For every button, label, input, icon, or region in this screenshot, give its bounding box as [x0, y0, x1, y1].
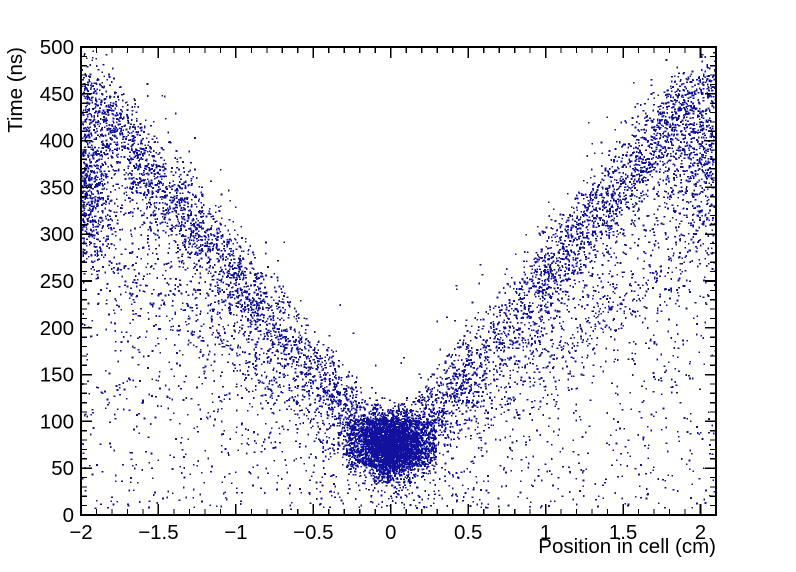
x-tick-label: 0.5 [454, 521, 483, 544]
x-tick-label: 1 [540, 521, 551, 544]
scatter-points [81, 49, 718, 511]
y-tick-label: 400 [40, 130, 74, 153]
x-axis-title: Position in cell (cm) [538, 535, 716, 558]
y-tick-label: 50 [51, 457, 74, 480]
y-tick-label: 100 [40, 410, 74, 433]
y-tick-label: 250 [40, 270, 74, 293]
y-axis-title: Time (ns) [4, 47, 27, 133]
y-tick-label: 450 [40, 83, 74, 106]
scatter-points-layer [81, 49, 718, 511]
x-tick-label: −0.5 [293, 521, 333, 544]
x-tick-label: 1.5 [609, 521, 638, 544]
y-tick-label: 0 [63, 504, 74, 527]
y-tick-label: 200 [40, 317, 74, 340]
x-tick-label: −1 [224, 521, 247, 544]
x-tick-label: −1.5 [138, 521, 178, 544]
y-tick-label: 500 [40, 36, 74, 59]
y-tick-label: 150 [40, 364, 74, 387]
axis-ticks [80, 46, 717, 516]
x-tick-label: 0 [385, 521, 396, 544]
x-tick-label: 2 [695, 521, 706, 544]
y-tick-label: 350 [40, 176, 74, 199]
axis-tick-labels: −2 −1.5 −1 −0.5 0 0.5 1 1.5 2 0 50 100 150 200 250 300 3… [40, 36, 706, 544]
y-tick-label: 300 [40, 223, 74, 246]
x-tick-label: −2 [69, 521, 92, 544]
